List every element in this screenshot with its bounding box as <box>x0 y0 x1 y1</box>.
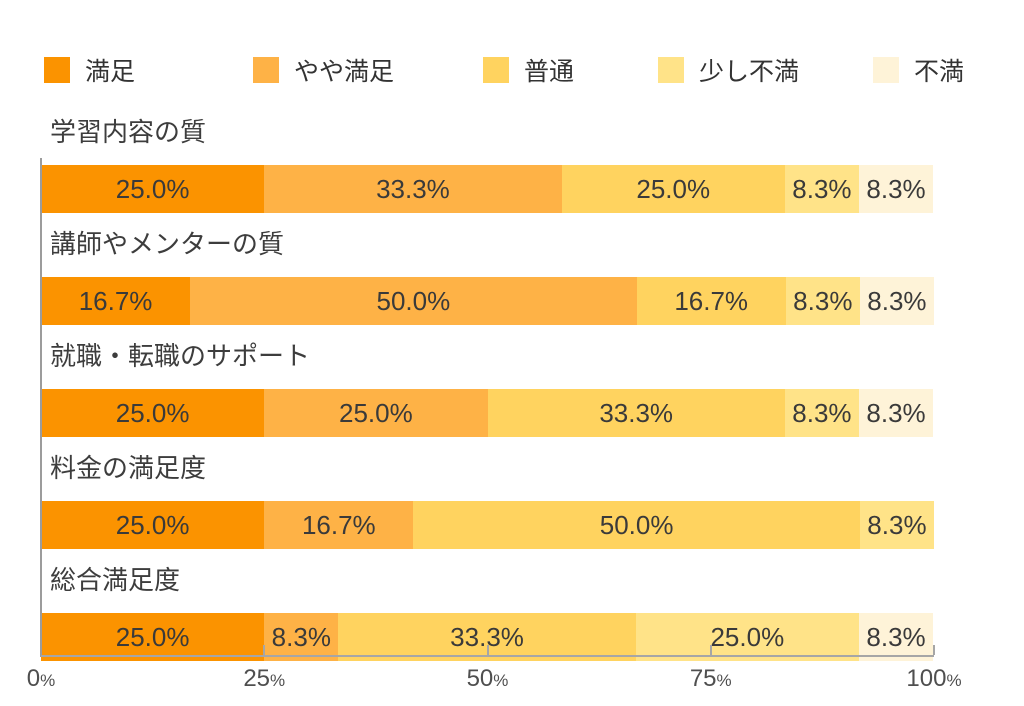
bar-segment: 8.3% <box>784 389 859 437</box>
axis-tick <box>263 645 266 655</box>
category-label: 講師やメンターの質 <box>50 229 285 259</box>
bar-segment: 16.7% <box>264 501 414 549</box>
legend: 満足 やや満足 普通 少し不満 不満 <box>0 52 1024 86</box>
legend-item: 少し不満 <box>658 52 799 88</box>
bar-segment: 8.3% <box>264 613 339 661</box>
bar-segment: 8.3% <box>859 277 934 325</box>
category-label: 学習内容の質 <box>50 117 207 147</box>
bar-segment: 8.3% <box>784 165 859 213</box>
bar-segment: 50.0% <box>413 501 860 549</box>
category-label: 総合満足度 <box>50 565 181 595</box>
bar-segment: 25.0% <box>561 165 785 213</box>
chart-row: 総合満足度 25.0% 8.3% 33.3% 25.0% 8.3% <box>41 564 934 672</box>
stacked-bar: 25.0% 25.0% 33.3% 8.3% 8.3% <box>41 389 934 437</box>
bar-segment: 8.3% <box>858 165 934 213</box>
stacked-bar: 25.0% 33.3% 25.0% 8.3% 8.3% <box>41 165 934 213</box>
legend-label: 普通 <box>524 58 575 86</box>
chart-row: 学習内容の質 25.0% 33.3% 25.0% 8.3% 8.3% <box>41 116 934 224</box>
axis-tick <box>709 645 712 655</box>
legend-label: やや満足 <box>294 58 395 86</box>
category-label: 就職・転職のサポート <box>50 341 311 371</box>
legend-label: 少し不満 <box>699 58 800 86</box>
legend-swatch-icon <box>253 57 279 83</box>
bar-segment: 8.3% <box>858 389 934 437</box>
y-axis-line <box>40 158 42 657</box>
bar-segment: 50.0% <box>190 277 637 325</box>
legend-label: 不満 <box>914 58 965 86</box>
legend-swatch-icon <box>658 57 684 83</box>
bars-area: 学習内容の質 25.0% 33.3% 25.0% 8.3% 8.3% 講師やメンターの質 16… <box>41 112 934 672</box>
axis-tick <box>486 645 489 655</box>
bar-segment: 8.3% <box>858 613 934 661</box>
stacked-bar: 25.0% 16.7% 50.0% 8.3% <box>41 501 934 549</box>
axis-tick-label: 50% <box>466 665 509 692</box>
chart-row: 料金の満足度 25.0% 16.7% 50.0% 8.3% <box>41 452 934 560</box>
x-axis: 0% 25% 50% 75% 100% <box>27 645 962 692</box>
stacked-bar: 25.0% 8.3% 33.3% 25.0% 8.3% <box>41 613 934 661</box>
chart-row: 講師やメンターの質 16.7% 50.0% 16.7% 8.3% 8.3% <box>41 228 934 336</box>
bar-segment: 8.3% <box>859 501 934 549</box>
axis-tick-label: 0% <box>26 665 56 692</box>
bar-segment: 25.0% <box>635 613 859 661</box>
bar-segment: 25.0% <box>264 389 488 437</box>
legend-item: やや満足 <box>253 52 394 88</box>
legend-swatch-icon <box>873 57 899 83</box>
legend-swatch-icon <box>44 57 70 83</box>
axis-tick-label: 75% <box>689 665 732 692</box>
axis-tick-label: 100% <box>906 665 962 692</box>
chart-row: 就職・転職のサポート 25.0% 25.0% 33.3% 8.3% 8.3% <box>41 340 934 448</box>
legend-label: 満足 <box>85 58 136 86</box>
bar-segment: 25.0% <box>41 501 265 549</box>
bar-segment: 33.3% <box>264 165 562 213</box>
bar-segment: 8.3% <box>785 277 860 325</box>
category-label: 料金の満足度 <box>50 453 207 483</box>
legend-item: 満足 <box>44 52 135 88</box>
bar-segment: 16.7% <box>636 277 786 325</box>
axis-tick <box>933 645 935 655</box>
legend-swatch-icon <box>483 57 509 83</box>
bar-segment: 25.0% <box>41 613 265 661</box>
axis-tick-label: 25% <box>243 665 286 692</box>
bar-segment: 25.0% <box>41 389 265 437</box>
legend-item: 不満 <box>873 52 964 88</box>
bar-segment: 33.3% <box>487 389 785 437</box>
bar-segment: 25.0% <box>41 165 265 213</box>
bar-segment: 16.7% <box>41 277 191 325</box>
stacked-bar: 16.7% 50.0% 16.7% 8.3% 8.3% <box>41 277 934 325</box>
legend-item: 普通 <box>483 52 574 88</box>
